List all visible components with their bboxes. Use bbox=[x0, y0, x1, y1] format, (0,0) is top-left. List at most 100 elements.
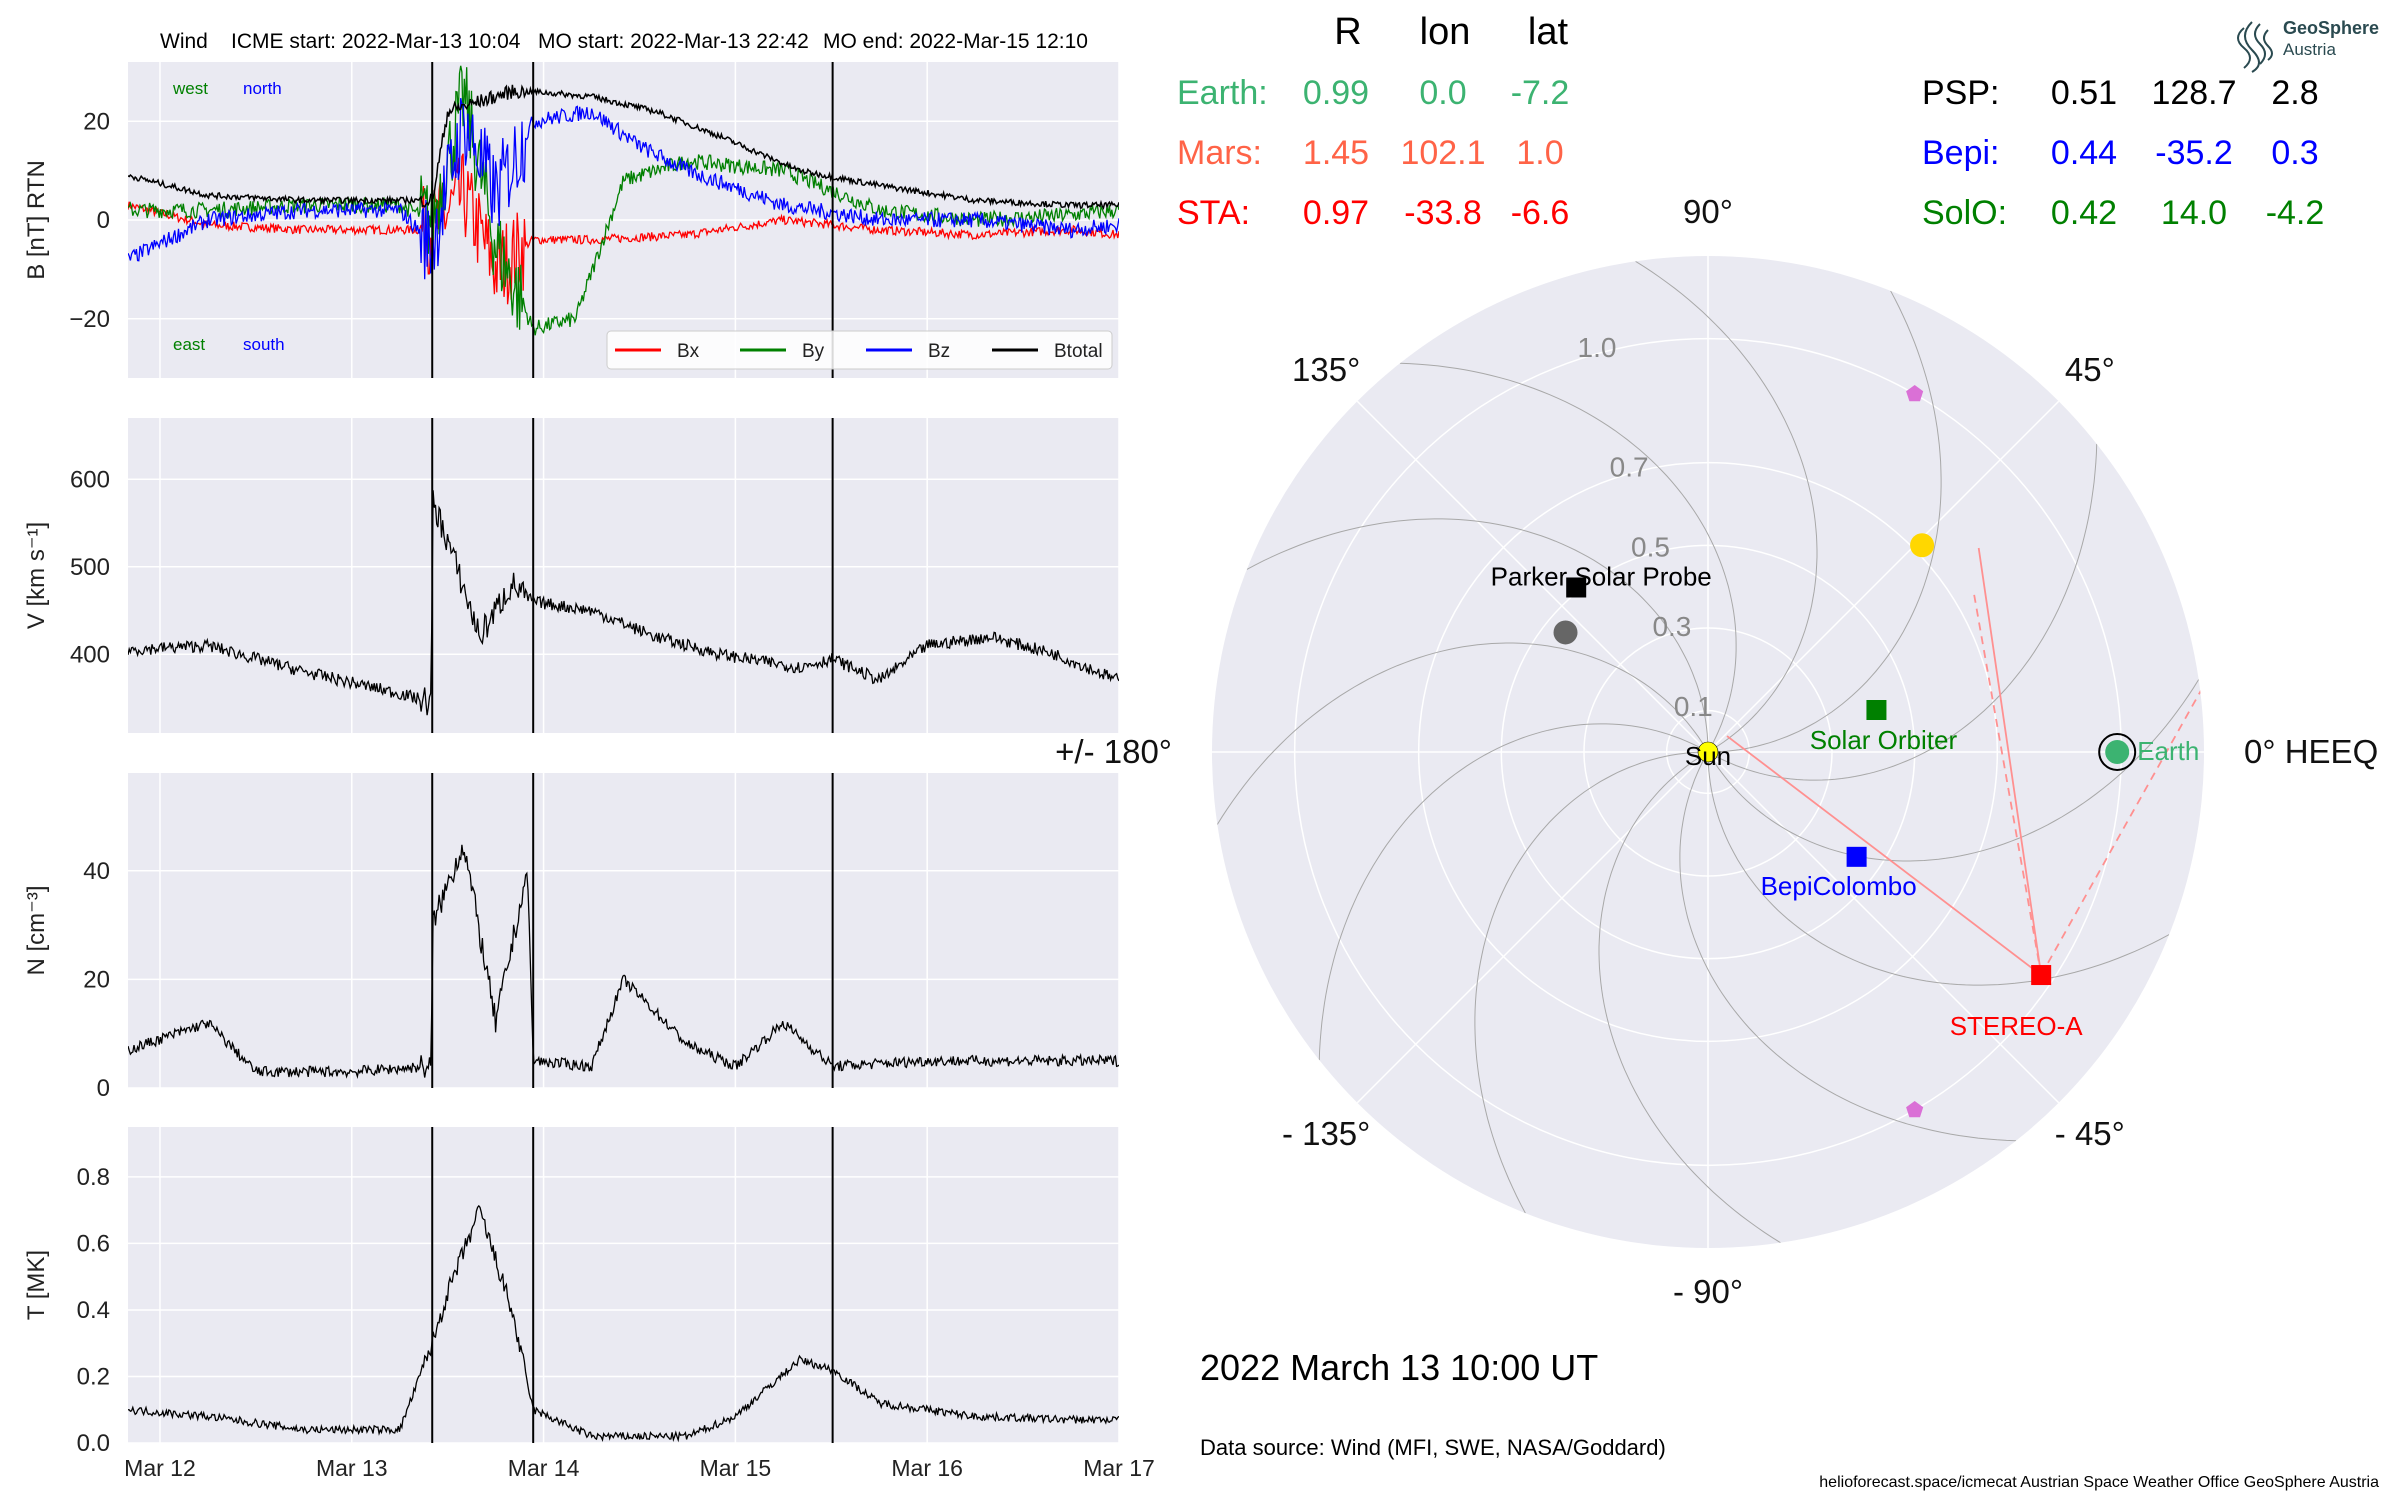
label-PSP: Parker Solar Probe bbox=[1491, 561, 1712, 591]
label-Earth: Earth bbox=[2137, 736, 2199, 766]
table-header-R: R bbox=[1334, 11, 1361, 53]
legend-label-By: By bbox=[802, 341, 825, 362]
table-right-name: PSP: bbox=[1922, 74, 1999, 112]
table-header-lon: lon bbox=[1420, 11, 1471, 53]
angular-gridline bbox=[1356, 751, 1709, 1104]
series-line-temperature bbox=[128, 1204, 1119, 1443]
y-tick-label: 400 bbox=[70, 641, 110, 668]
table-right-r: 0.44 bbox=[2051, 134, 2117, 172]
footer-credits: helioforecast.space/icmecat Austrian Spa… bbox=[1819, 1474, 2379, 1491]
radial-tick-label: 0.1 bbox=[1674, 691, 1713, 722]
y-tick-label: 500 bbox=[70, 554, 110, 581]
timeseries-panels: −20 0 20 B [nT] RTN west north east south Bx By Bz… bbox=[23, 62, 1155, 1481]
x-tick-label: Mar 15 bbox=[700, 1455, 772, 1481]
marker-PSP bbox=[1566, 577, 1587, 598]
y-axis-label: B [nT] RTN bbox=[23, 160, 50, 280]
y-tick-label: 20 bbox=[83, 966, 110, 993]
radial-tick-label: 0.5 bbox=[1631, 531, 1670, 562]
y-axis-label: N [cm⁻³] bbox=[23, 886, 50, 976]
marker-Venus bbox=[1910, 533, 1935, 558]
angle-label: 0° HEEQ bbox=[2244, 733, 2378, 770]
earth-ring bbox=[2098, 733, 2137, 771]
parker-spiral bbox=[1598, 751, 1781, 1244]
annotation-north: north bbox=[243, 79, 282, 98]
parker-spiral bbox=[1707, 443, 2098, 781]
table-left-name: STA: bbox=[1177, 194, 1250, 232]
header-mo-start: MO start: 2022-Mar-13 22:42 bbox=[538, 30, 809, 53]
table-right-r: 0.42 bbox=[2051, 194, 2117, 232]
angle-label: 45° bbox=[2065, 351, 2115, 388]
panel-magnetic-field: −20 0 20 B [nT] RTN west north east south Bx By Bz… bbox=[23, 62, 1120, 378]
parker-spiral bbox=[1707, 751, 2170, 986]
label-STA: STEREO-A bbox=[1950, 1011, 2084, 1041]
marker-Earth bbox=[2105, 740, 2130, 764]
table-left-lat: -6.6 bbox=[1511, 194, 1570, 232]
table-left-name: Earth: bbox=[1177, 74, 1268, 112]
timestamp: 2022 March 13 10:00 UT bbox=[1200, 1347, 1598, 1388]
radial-tick-label: 0.7 bbox=[1610, 452, 1649, 483]
panel-density: 0 20 40 N [cm⁻³] bbox=[23, 773, 1120, 1102]
y-axis-label: T [MK] bbox=[23, 1250, 50, 1320]
marker-L4 bbox=[1906, 385, 1924, 402]
y-axis-label: V [km s⁻¹] bbox=[23, 522, 50, 629]
y-tick-label: 40 bbox=[83, 858, 110, 885]
table-left-lat: 1.0 bbox=[1516, 134, 1563, 172]
marker-L5 bbox=[1906, 1101, 1924, 1118]
legend-label-Bz: Bz bbox=[928, 341, 950, 362]
series-line-Bx bbox=[128, 153, 1119, 305]
annotation-east: east bbox=[173, 335, 205, 354]
table-right-name: SolO: bbox=[1922, 194, 2007, 232]
parker-spiral bbox=[1318, 723, 1709, 1061]
parker-spiral bbox=[1679, 751, 2017, 1142]
table-left-r: 0.97 bbox=[1303, 194, 1369, 232]
parker-spiral bbox=[1399, 362, 1737, 753]
annotation-west: west bbox=[172, 79, 208, 98]
sta-fov-line bbox=[1972, 592, 2043, 976]
logo-line2: Austria bbox=[2283, 40, 2336, 59]
polar-position-plot: 0.1 0.3 0.5 0.7 1.0 0° HEEQ 45° 90° 135° +/- 180°… bbox=[1055, 193, 2378, 1310]
angle-label: 135° bbox=[1292, 351, 1360, 388]
parker-spiral bbox=[1474, 751, 1709, 1214]
table-left-lon: 0.0 bbox=[1419, 74, 1466, 112]
y-tick-label: 0.6 bbox=[77, 1230, 110, 1257]
geosphere-logo: GeoSphere Austria bbox=[2237, 18, 2379, 73]
header-spacecraft: Wind bbox=[160, 30, 208, 53]
x-tick-label: Mar 16 bbox=[891, 1455, 963, 1481]
angular-gridline bbox=[1707, 751, 2060, 1104]
table-header-lat: lat bbox=[1528, 11, 1569, 53]
angle-label: - 45° bbox=[2055, 1115, 2125, 1152]
y-tick-label: 0 bbox=[97, 207, 110, 234]
table-right-lon: 128.7 bbox=[2151, 74, 2236, 112]
angle-label: +/- 180° bbox=[1055, 733, 1172, 770]
table-left-lat: -7.2 bbox=[1511, 74, 1570, 112]
y-tick-label: 0.0 bbox=[77, 1430, 110, 1457]
table-right-r: 0.51 bbox=[2051, 74, 2117, 112]
header-mo-end: MO end: 2022-Mar-15 12:10 bbox=[823, 30, 1088, 53]
parker-spiral bbox=[1635, 260, 1818, 753]
radial-tick-label: 1.0 bbox=[1578, 332, 1617, 363]
x-tick-label: Mar 14 bbox=[508, 1455, 580, 1481]
series-line-speed bbox=[128, 490, 1119, 716]
marker-STA bbox=[2031, 965, 2052, 986]
angular-gridline bbox=[1707, 400, 2060, 753]
data-source: Data source: Wind (MFI, SWE, NASA/Goddar… bbox=[1200, 1435, 1666, 1460]
y-tick-label: 20 bbox=[83, 108, 110, 135]
legend-label-Btotal: Btotal bbox=[1054, 341, 1103, 362]
sta-fov-line bbox=[1726, 735, 2042, 976]
label-Bepi: BepiColombo bbox=[1761, 871, 1917, 901]
table-right-lon: 14.0 bbox=[2161, 194, 2227, 232]
panel-background bbox=[128, 418, 1119, 733]
y-tick-label: 600 bbox=[70, 466, 110, 493]
table-right-lat: -4.2 bbox=[2266, 194, 2325, 232]
table-left-lon: 102.1 bbox=[1400, 134, 1485, 172]
label-SolO: Solar Orbiter bbox=[1810, 725, 1958, 755]
angle-label: - 135° bbox=[1282, 1115, 1370, 1152]
parker-spiral bbox=[1246, 518, 1709, 753]
table-right-lat: 2.8 bbox=[2271, 74, 2318, 112]
marker-Mercury bbox=[1553, 620, 1578, 645]
geosphere-logo-icon bbox=[2237, 21, 2273, 73]
angular-gridline bbox=[1356, 400, 1709, 753]
parker-spiral bbox=[1216, 642, 1709, 825]
